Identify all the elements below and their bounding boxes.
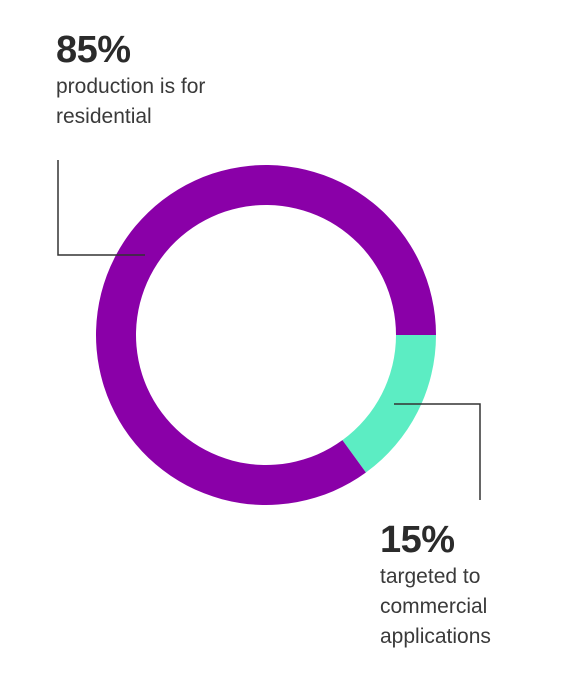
commercial-desc-line-3: applications <box>380 625 491 648</box>
commercial-slice <box>342 335 436 473</box>
commercial-leader-line <box>394 403 481 500</box>
residential-callout: 85% production is for residential <box>56 28 205 132</box>
residential-desc-line-1: production is for <box>56 75 206 98</box>
residential-desc-line-2: residential <box>56 105 152 128</box>
residential-percent-label: 85% <box>56 29 131 71</box>
commercial-desc-line-2: commercial <box>380 595 488 618</box>
commercial-percent-label: 15% <box>380 519 455 561</box>
commercial-callout: 15% targeted to commercial applications <box>380 518 491 652</box>
residential-leader-line <box>57 160 145 256</box>
commercial-desc-line-1: targeted to <box>380 565 481 588</box>
